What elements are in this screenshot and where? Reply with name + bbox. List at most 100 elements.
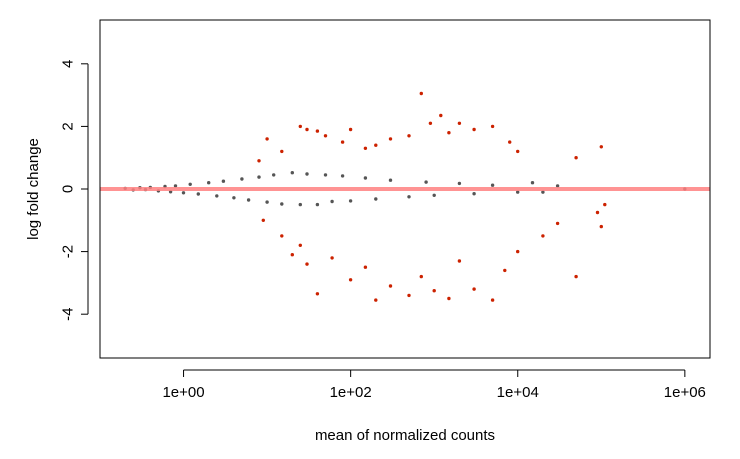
data-point bbox=[407, 195, 411, 199]
points-layer bbox=[123, 91, 687, 302]
data-point bbox=[196, 192, 200, 196]
data-point bbox=[280, 202, 284, 206]
plot-frame bbox=[99, 19, 711, 359]
data-point bbox=[428, 121, 433, 126]
x-tick-label: 1e+02 bbox=[330, 384, 372, 401]
data-point bbox=[555, 221, 560, 226]
data-point bbox=[457, 259, 462, 263]
data-point bbox=[374, 298, 378, 302]
data-point bbox=[508, 140, 512, 144]
data-point bbox=[323, 134, 328, 138]
data-point bbox=[363, 176, 368, 180]
data-point bbox=[541, 234, 545, 238]
data-point bbox=[388, 137, 393, 141]
data-point bbox=[407, 293, 411, 298]
data-point bbox=[240, 177, 244, 181]
data-point bbox=[490, 124, 495, 129]
data-point bbox=[348, 278, 353, 282]
data-point bbox=[363, 146, 368, 150]
data-point bbox=[215, 194, 219, 198]
data-point bbox=[305, 262, 309, 266]
data-point bbox=[457, 181, 462, 186]
y-tick-label: 0 bbox=[60, 185, 77, 193]
y-tick-label: -2 bbox=[60, 245, 77, 258]
data-point bbox=[298, 124, 302, 129]
data-point bbox=[541, 190, 545, 194]
data-point bbox=[407, 134, 411, 138]
data-point bbox=[340, 140, 345, 144]
data-point bbox=[419, 91, 423, 96]
y-axis: -4 -2 0 2 4 bbox=[60, 60, 89, 321]
data-point bbox=[490, 298, 495, 302]
data-point bbox=[330, 256, 334, 260]
data-point bbox=[173, 184, 178, 188]
data-point bbox=[265, 200, 269, 204]
data-point bbox=[257, 159, 261, 163]
data-point bbox=[181, 191, 186, 195]
data-point bbox=[323, 173, 328, 177]
data-point bbox=[603, 202, 607, 207]
data-point bbox=[330, 199, 334, 204]
data-point bbox=[257, 175, 261, 179]
x-tick-label: 1e+04 bbox=[497, 384, 539, 401]
data-point bbox=[280, 234, 284, 238]
data-point bbox=[447, 296, 451, 301]
data-point bbox=[374, 143, 378, 147]
data-point bbox=[490, 183, 495, 187]
data-point bbox=[388, 284, 393, 288]
data-point bbox=[315, 202, 320, 207]
data-point bbox=[424, 180, 428, 184]
data-point bbox=[315, 292, 320, 296]
data-point bbox=[265, 137, 269, 141]
data-point bbox=[246, 198, 251, 202]
data-point bbox=[348, 199, 353, 203]
data-point bbox=[388, 178, 393, 182]
data-point bbox=[599, 224, 603, 229]
data-point bbox=[290, 171, 294, 175]
y-tick-label: 2 bbox=[60, 122, 77, 130]
data-point bbox=[272, 173, 276, 177]
data-point bbox=[290, 253, 294, 257]
data-point bbox=[472, 192, 476, 196]
data-point bbox=[516, 149, 520, 154]
data-point bbox=[472, 127, 476, 132]
data-point bbox=[221, 179, 226, 183]
x-tick-label: 1e+06 bbox=[664, 384, 706, 401]
data-point bbox=[439, 113, 443, 118]
y-tick-label: 4 bbox=[60, 60, 77, 68]
data-point bbox=[432, 289, 436, 293]
data-point bbox=[261, 218, 265, 222]
data-point bbox=[188, 182, 192, 186]
data-point bbox=[374, 197, 378, 201]
data-point bbox=[298, 243, 302, 247]
data-point bbox=[595, 210, 600, 215]
data-point bbox=[530, 181, 535, 185]
data-point bbox=[232, 196, 236, 200]
data-point bbox=[447, 131, 451, 135]
data-point bbox=[305, 172, 309, 176]
data-point bbox=[305, 127, 309, 132]
data-point bbox=[574, 156, 578, 160]
x-axis-label: mean of normalized counts bbox=[315, 427, 495, 444]
data-point bbox=[555, 184, 560, 188]
data-point bbox=[419, 274, 423, 279]
data-point bbox=[340, 174, 345, 178]
data-point bbox=[298, 202, 302, 207]
data-point bbox=[363, 265, 368, 269]
data-point bbox=[280, 149, 284, 154]
data-point bbox=[472, 287, 476, 291]
data-point bbox=[599, 145, 603, 149]
y-tick-label: -4 bbox=[60, 308, 77, 321]
data-point bbox=[348, 127, 353, 132]
data-point bbox=[503, 268, 507, 273]
data-point bbox=[457, 121, 462, 126]
x-tick-label: 1e+00 bbox=[162, 384, 204, 401]
y-axis-label: log fold change bbox=[25, 138, 42, 240]
data-point bbox=[516, 249, 520, 254]
data-point bbox=[207, 181, 211, 185]
data-point bbox=[574, 274, 578, 279]
data-point bbox=[432, 193, 436, 197]
data-point bbox=[516, 190, 520, 194]
x-axis: 1e+00 1e+02 1e+04 1e+06 bbox=[162, 369, 706, 401]
